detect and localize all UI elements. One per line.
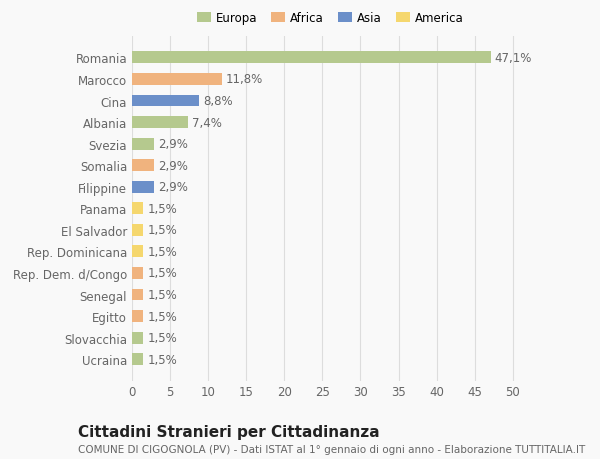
- Bar: [132, 332, 143, 344]
- Bar: [132, 310, 143, 322]
- Text: 1,5%: 1,5%: [147, 246, 177, 258]
- Text: 1,5%: 1,5%: [147, 224, 177, 237]
- Text: 1,5%: 1,5%: [147, 267, 177, 280]
- Bar: [132, 95, 199, 107]
- Bar: [132, 181, 154, 193]
- Text: 2,9%: 2,9%: [158, 138, 188, 151]
- Bar: [132, 203, 143, 215]
- Bar: [132, 289, 143, 301]
- Text: 8,8%: 8,8%: [203, 95, 232, 108]
- Bar: [132, 268, 143, 279]
- Legend: Europa, Africa, Asia, America: Europa, Africa, Asia, America: [194, 10, 466, 28]
- Bar: [132, 52, 491, 64]
- Bar: [132, 224, 143, 236]
- Text: 1,5%: 1,5%: [147, 288, 177, 302]
- Text: 7,4%: 7,4%: [192, 116, 222, 129]
- Text: 2,9%: 2,9%: [158, 159, 188, 172]
- Text: COMUNE DI CIGOGNOLA (PV) - Dati ISTAT al 1° gennaio di ogni anno - Elaborazione : COMUNE DI CIGOGNOLA (PV) - Dati ISTAT al…: [78, 444, 585, 454]
- Text: 1,5%: 1,5%: [147, 202, 177, 215]
- Bar: [132, 117, 188, 129]
- Bar: [132, 353, 143, 365]
- Bar: [132, 139, 154, 150]
- Bar: [132, 160, 154, 172]
- Text: 1,5%: 1,5%: [147, 310, 177, 323]
- Bar: [132, 246, 143, 258]
- Text: Cittadini Stranieri per Cittadinanza: Cittadini Stranieri per Cittadinanza: [78, 425, 380, 440]
- Text: 2,9%: 2,9%: [158, 181, 188, 194]
- Bar: [132, 74, 222, 86]
- Text: 11,8%: 11,8%: [226, 73, 263, 86]
- Text: 1,5%: 1,5%: [147, 353, 177, 366]
- Text: 1,5%: 1,5%: [147, 331, 177, 344]
- Text: 47,1%: 47,1%: [494, 52, 532, 65]
